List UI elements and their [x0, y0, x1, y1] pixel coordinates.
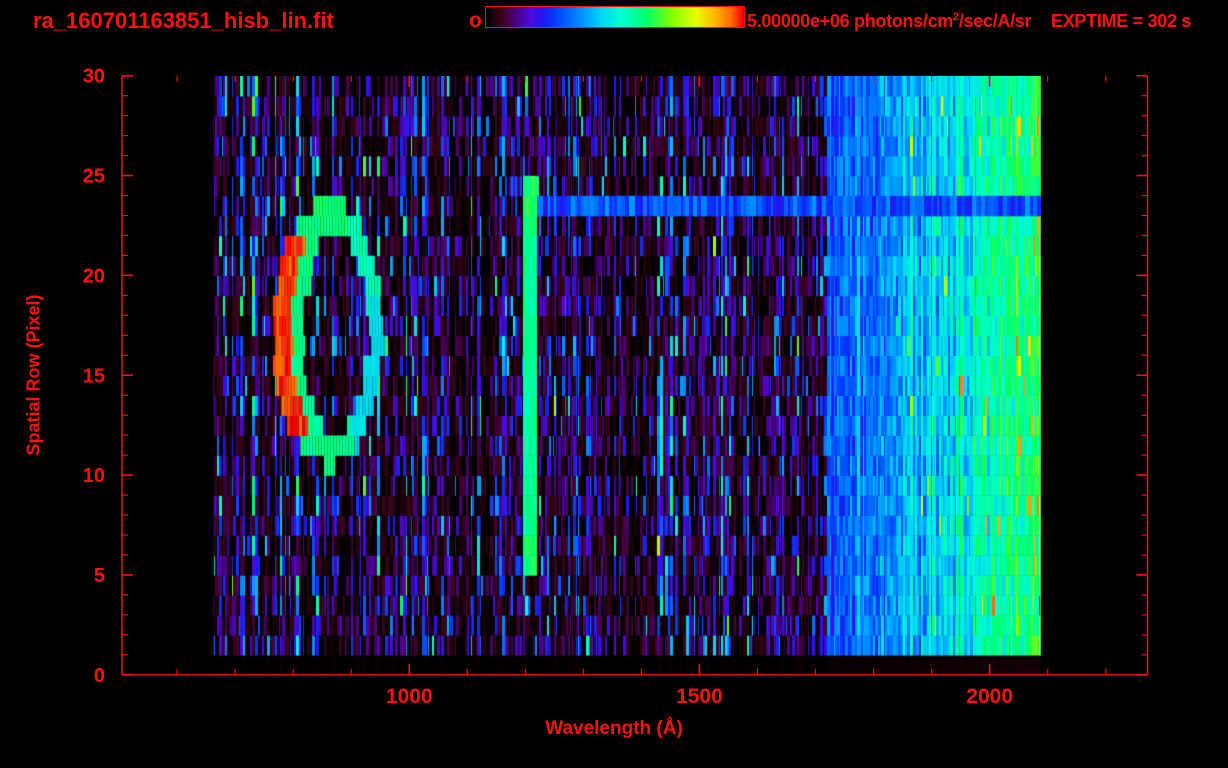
svg-text:1000: 1000: [386, 685, 433, 708]
svg-text:1500: 1500: [676, 685, 723, 708]
svg-text:0: 0: [94, 665, 105, 687]
svg-text:2000: 2000: [966, 685, 1013, 708]
svg-text:20: 20: [83, 265, 105, 287]
svg-text:5: 5: [94, 565, 105, 587]
svg-text:15: 15: [83, 365, 105, 387]
svg-text:10: 10: [83, 465, 105, 487]
svg-text:25: 25: [83, 166, 105, 188]
svg-text:30: 30: [83, 66, 105, 88]
